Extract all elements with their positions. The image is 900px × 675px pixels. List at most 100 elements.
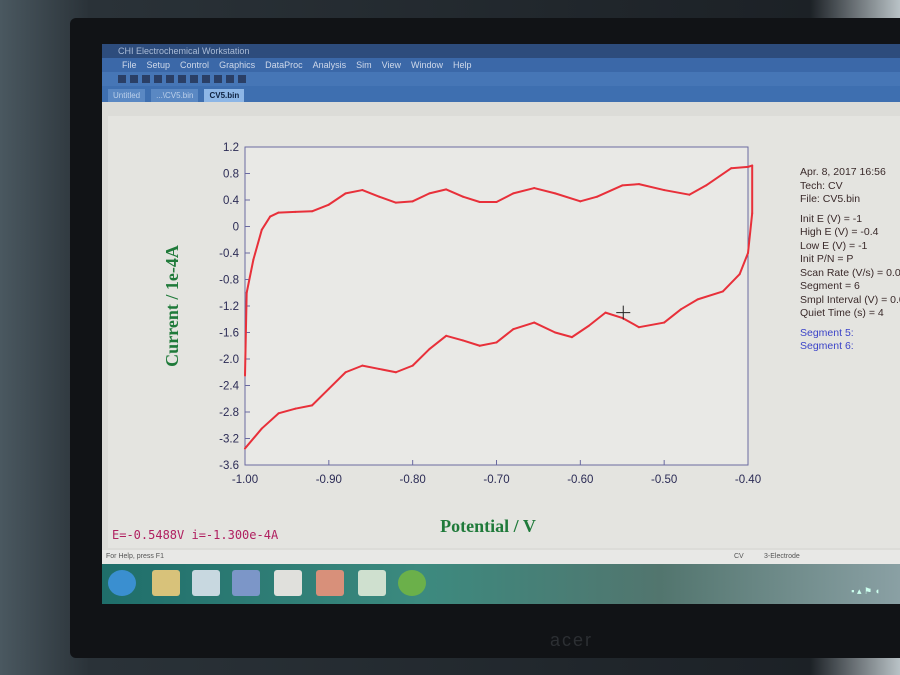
- menu-dataproc[interactable]: DataProc: [265, 60, 303, 70]
- pause-icon[interactable]: [178, 75, 186, 83]
- open-icon[interactable]: [130, 75, 138, 83]
- cv-curve-segment: [277, 210, 297, 214]
- cv-curve-segment: [461, 195, 481, 203]
- x-tick-label: -0.40: [735, 474, 761, 486]
- tab-file[interactable]: ...\CV5.bin: [151, 89, 199, 102]
- cv-curve-segment: [269, 211, 280, 218]
- tab-untitled[interactable]: Untitled: [108, 89, 146, 102]
- run-icon[interactable]: [166, 75, 174, 83]
- cv-curve-segment: [244, 291, 248, 377]
- cv-curve-segment: [252, 228, 263, 261]
- y-tick-label: -1.2: [219, 301, 239, 313]
- media-icon[interactable]: [316, 570, 344, 596]
- crosshair-cursor-icon[interactable]: [616, 305, 631, 320]
- monitor-brand-logo: acer: [550, 630, 594, 650]
- y-tick-label: -2.0: [219, 354, 239, 366]
- tab-cv5[interactable]: CV5.bin: [204, 89, 245, 102]
- cv-curve-segment: [512, 321, 536, 331]
- y-tick-label: -1.6: [219, 328, 239, 340]
- cv-curve-segment: [378, 367, 397, 374]
- menu-control[interactable]: Control: [180, 60, 210, 70]
- menu-bar: File Setup Control Graphics DataProc Ana…: [102, 58, 900, 72]
- experiment-info: Apr. 8, 2017 16:56 Tech: CV File: CV5.bi…: [800, 166, 900, 354]
- x-tick-label: -0.50: [651, 474, 677, 486]
- status-help: For Help, press F1: [106, 553, 164, 560]
- cv-curve-segment: [495, 328, 515, 344]
- cv-curve-segment: [245, 258, 255, 294]
- graph-icon[interactable]: [226, 75, 234, 83]
- cv-curve-segment: [445, 334, 464, 342]
- cv-curve-segment: [461, 339, 481, 347]
- cv-curve-segment: [327, 192, 347, 206]
- cv-curve-segment: [696, 290, 724, 301]
- menu-help[interactable]: Help: [453, 60, 472, 70]
- cv-curve-segment: [294, 210, 314, 213]
- cv-curve-segment: [361, 189, 381, 198]
- cv-curve-segment: [621, 183, 641, 187]
- cv-curve-segment: [587, 311, 607, 327]
- start-button-icon[interactable]: [108, 570, 136, 596]
- stop-icon[interactable]: [190, 75, 198, 83]
- cv-curve-segment: [394, 364, 414, 374]
- cv-curve-segment: [596, 184, 624, 198]
- cv-curve-segment: [327, 371, 347, 390]
- x-tick-label: -1.00: [232, 474, 258, 486]
- cv-curve-segment: [244, 427, 263, 450]
- y-tick-label: 1.2: [223, 142, 239, 154]
- y-tick-label: 0: [233, 222, 239, 234]
- cv-curve-segment: [478, 341, 498, 347]
- info-file: File: CV5.bin: [800, 193, 861, 205]
- info-date: Apr. 8, 2017 16:56: [800, 166, 886, 178]
- menu-graphics[interactable]: Graphics: [219, 60, 256, 70]
- menu-setup[interactable]: Setup: [146, 60, 171, 70]
- y-tick-label: -2.4: [219, 381, 239, 393]
- excel-icon[interactable]: [358, 570, 386, 596]
- reverse-icon[interactable]: [202, 75, 210, 83]
- help-icon[interactable]: [238, 75, 246, 83]
- chi-app-icon[interactable]: [274, 570, 302, 596]
- menu-window[interactable]: Window: [410, 60, 443, 70]
- print-icon[interactable]: [154, 75, 162, 83]
- cv-curve-segment: [277, 407, 297, 415]
- cv-curve-segment: [638, 183, 666, 192]
- cv-curve-segment: [445, 188, 464, 198]
- status-bar: For Help, press F1 CV 3-Electrode: [102, 550, 900, 564]
- menu-view[interactable]: View: [381, 60, 401, 70]
- chart-pane: -1.00 -0.90 -0.80 -0.70 -0.60 -0.50 -0.40 1.2 0.…: [108, 116, 900, 548]
- cv-curve-segment: [570, 324, 590, 339]
- x-tick-label: -0.60: [567, 474, 593, 486]
- browser-icon[interactable]: [398, 570, 426, 596]
- cv-curve-segment: [260, 215, 272, 231]
- title-bar: CHI Electrochemical Workstation: [102, 44, 900, 58]
- menu-sim[interactable]: Sim: [356, 60, 372, 70]
- cv-curve-segment: [311, 203, 330, 213]
- param-high-e: High E (V) = -0.4: [800, 226, 879, 238]
- cv-curve-segment: [705, 167, 733, 187]
- cv-curve-segment: [721, 273, 741, 293]
- cv-chart: -1.00 -0.90 -0.80 -0.70 -0.60 -0.50 -0.401.20.…: [162, 142, 761, 536]
- y-tick-label: -0.8: [219, 275, 239, 287]
- document-icon[interactable]: [192, 570, 220, 596]
- cv-curve-segment: [663, 189, 691, 196]
- cv-curve-segment: [411, 192, 431, 203]
- param-quiet-time: Quiet Time (s) = 4: [800, 307, 884, 319]
- cv-curve-segment: [579, 195, 599, 203]
- plot-area: [244, 146, 749, 466]
- y-tick-label: 0.4: [223, 195, 240, 207]
- cv-curve-segment: [638, 321, 666, 329]
- new-icon[interactable]: [118, 75, 126, 83]
- cv-curve-segment: [495, 192, 515, 203]
- menu-analysis[interactable]: Analysis: [312, 60, 347, 70]
- cv-curve-segment: [604, 311, 624, 319]
- folder-icon[interactable]: [152, 570, 180, 596]
- cursor-readout: E=-0.5488V i=-1.300e-4A: [112, 528, 279, 542]
- zoom-icon[interactable]: [214, 75, 222, 83]
- cv-curve-segment: [512, 187, 536, 195]
- x-tick-label: -0.90: [316, 474, 342, 486]
- x-tick-label: -0.80: [400, 474, 426, 486]
- app-icon[interactable]: [232, 570, 260, 596]
- menu-file[interactable]: File: [122, 60, 137, 70]
- param-init-pn: Init P/N = P: [800, 253, 854, 265]
- system-tray[interactable]: ▪ ▴ ⚑ ◖: [851, 586, 880, 596]
- save-icon[interactable]: [142, 75, 150, 83]
